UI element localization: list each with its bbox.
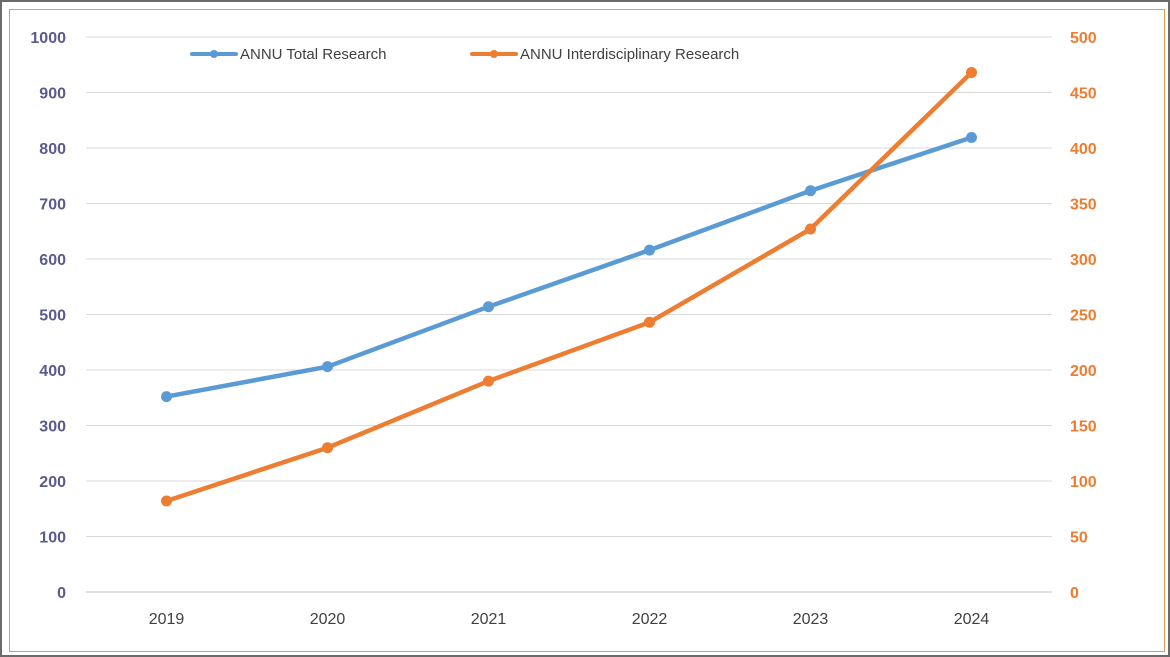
legend-item-interdisciplinary: ANNU Interdisciplinary Research bbox=[470, 44, 739, 64]
y-right-tick-label: 250 bbox=[1070, 308, 1097, 325]
data-point-interdisciplinary bbox=[483, 375, 494, 387]
y-left-tick-label: 400 bbox=[39, 363, 66, 380]
series-line-interdisciplinary bbox=[164, 70, 974, 504]
y-left-tick-label: 800 bbox=[39, 141, 66, 158]
data-point-total bbox=[161, 391, 172, 403]
x-tick-label: 2020 bbox=[310, 611, 346, 628]
y-right-tick-label: 100 bbox=[1070, 474, 1097, 491]
y-right-tick-label: 500 bbox=[1070, 30, 1097, 47]
data-point-total bbox=[322, 361, 333, 373]
y-right-tick-label: 350 bbox=[1070, 197, 1097, 214]
data-point-total bbox=[644, 244, 655, 256]
x-tick-label: 2022 bbox=[632, 611, 668, 628]
data-point-total bbox=[483, 301, 494, 313]
data-point-interdisciplinary bbox=[644, 316, 655, 328]
legend-label-interdisciplinary: ANNU Interdisciplinary Research bbox=[520, 45, 740, 63]
y-right-tick-label: 450 bbox=[1070, 86, 1097, 103]
y-right-tick-label: 200 bbox=[1070, 363, 1097, 380]
data-point-interdisciplinary bbox=[322, 442, 333, 454]
x-tick-label: 2021 bbox=[471, 611, 507, 628]
data-point-interdisciplinary bbox=[805, 223, 816, 235]
data-point-interdisciplinary bbox=[161, 495, 172, 507]
y-right-tick-label: 50 bbox=[1070, 530, 1088, 547]
legend-swatch-total bbox=[190, 44, 238, 64]
y-right-tick-label: 400 bbox=[1070, 141, 1097, 158]
y-right-tick-label: 0 bbox=[1070, 585, 1079, 602]
legend-swatch-interdisciplinary bbox=[470, 44, 518, 64]
legend-label-total: ANNU Total Research bbox=[240, 45, 387, 63]
legend-marker-total bbox=[210, 50, 218, 58]
y-right-tick-label: 150 bbox=[1070, 419, 1097, 436]
series-line-total bbox=[164, 135, 974, 399]
chart-inner-border bbox=[9, 9, 1165, 652]
y-left-tick-label: 200 bbox=[39, 474, 66, 491]
x-tick-label: 2019 bbox=[149, 611, 185, 628]
legend-marker-interdisciplinary bbox=[490, 50, 498, 58]
legend-item-total: ANNU Total Research bbox=[190, 44, 386, 64]
y-right-tick-label: 300 bbox=[1070, 252, 1097, 269]
y-left-tick-label: 900 bbox=[39, 86, 66, 103]
data-point-total bbox=[966, 131, 977, 143]
y-left-tick-label: 300 bbox=[39, 419, 66, 436]
y-left-tick-label: 700 bbox=[39, 197, 66, 214]
y-left-tick-label: 1000 bbox=[30, 30, 66, 47]
x-tick-label: 2023 bbox=[793, 611, 829, 628]
y-left-tick-label: 100 bbox=[39, 530, 66, 547]
y-left-tick-label: 600 bbox=[39, 252, 66, 269]
data-point-interdisciplinary bbox=[966, 67, 977, 79]
y-left-tick-label: 500 bbox=[39, 308, 66, 325]
y-left-tick-label: 0 bbox=[57, 585, 66, 602]
x-tick-label: 2024 bbox=[954, 611, 990, 628]
data-point-total bbox=[805, 185, 816, 197]
